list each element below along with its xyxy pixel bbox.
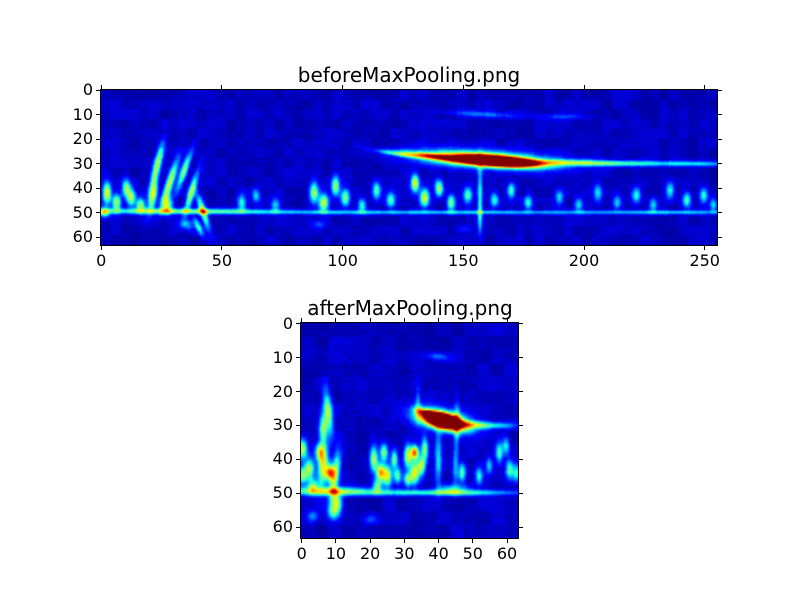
y-tick-mark-right bbox=[718, 89, 722, 91]
y-tick-mark-right bbox=[718, 138, 722, 140]
y-tick-mark bbox=[96, 236, 100, 238]
y-tick-mark-right bbox=[519, 492, 523, 494]
y-tick-label: 10 bbox=[272, 347, 293, 367]
x-tick-label: 50 bbox=[462, 544, 483, 563]
x-tick-mark bbox=[462, 246, 464, 250]
x-tick-label: 40 bbox=[428, 544, 449, 563]
x-tick-mark-top bbox=[438, 318, 440, 322]
y-tick-mark bbox=[296, 357, 300, 359]
x-tick-mark bbox=[100, 246, 102, 250]
y-tick-mark bbox=[296, 424, 300, 426]
x-tick-mark-top bbox=[369, 318, 371, 322]
x-tick-mark-top bbox=[301, 318, 303, 322]
y-tick-label: 0 bbox=[282, 313, 293, 333]
y-tick-mark bbox=[96, 138, 100, 140]
x-tick-label: 50 bbox=[211, 251, 233, 270]
x-tick-mark-top bbox=[403, 318, 405, 322]
y-tick-mark-right bbox=[519, 526, 523, 528]
x-tick-mark-top bbox=[335, 318, 337, 322]
y-tick-label: 60 bbox=[72, 227, 93, 247]
x-tick-mark bbox=[583, 246, 585, 250]
x-tick-label: 100 bbox=[327, 251, 358, 270]
after-maxpooling-heatmap bbox=[300, 322, 519, 539]
x-tick-label: 0 bbox=[296, 544, 307, 563]
x-tick-label: 10 bbox=[325, 544, 347, 563]
y-tick-mark bbox=[296, 391, 300, 392]
x-tick-label: 0 bbox=[96, 251, 107, 270]
y-tick-mark-right bbox=[718, 163, 722, 165]
y-tick-label: 40 bbox=[272, 449, 293, 469]
y-tick-mark bbox=[96, 187, 100, 189]
y-tick-label: 30 bbox=[72, 153, 93, 173]
x-tick-mark-top bbox=[342, 85, 344, 89]
y-tick-mark-right bbox=[519, 391, 523, 392]
y-tick-mark bbox=[296, 323, 300, 325]
x-tick-label: 20 bbox=[359, 544, 381, 563]
x-tick-mark-top bbox=[583, 85, 585, 89]
before-maxpooling-heatmap bbox=[100, 89, 718, 246]
y-tick-mark-right bbox=[519, 458, 523, 460]
x-tick-mark bbox=[335, 539, 337, 543]
y-tick-mark-right bbox=[519, 357, 523, 359]
after-maxpooling-canvas bbox=[301, 323, 518, 538]
y-tick-mark bbox=[296, 492, 300, 494]
before-maxpooling-canvas bbox=[101, 90, 717, 245]
x-tick-mark-top bbox=[221, 85, 223, 89]
before-maxpooling-title: beforeMaxPooling.png bbox=[297, 63, 521, 87]
x-tick-mark bbox=[472, 539, 474, 543]
x-tick-mark bbox=[369, 539, 371, 543]
y-tick-label: 10 bbox=[72, 104, 93, 124]
y-tick-mark bbox=[96, 212, 100, 214]
x-tick-mark-top bbox=[506, 318, 508, 322]
y-tick-label: 60 bbox=[272, 517, 293, 537]
y-tick-mark bbox=[296, 526, 300, 528]
y-tick-mark-right bbox=[519, 323, 523, 325]
x-tick-mark-top bbox=[472, 318, 474, 322]
y-tick-label: 50 bbox=[72, 202, 93, 222]
y-tick-mark bbox=[296, 458, 300, 460]
x-tick-mark bbox=[506, 539, 508, 543]
x-tick-mark-top bbox=[704, 85, 706, 89]
y-tick-label: 30 bbox=[272, 415, 293, 435]
x-tick-label: 250 bbox=[689, 251, 720, 270]
y-tick-label: 50 bbox=[272, 483, 293, 503]
y-tick-mark bbox=[96, 89, 100, 91]
x-tick-label: 200 bbox=[568, 251, 600, 270]
y-tick-mark-right bbox=[718, 212, 722, 214]
y-tick-label: 20 bbox=[72, 129, 93, 149]
y-tick-mark bbox=[96, 114, 100, 116]
y-tick-label: 20 bbox=[272, 381, 293, 401]
x-tick-mark-top bbox=[100, 85, 102, 89]
y-tick-label: 40 bbox=[72, 178, 93, 198]
y-tick-mark-right bbox=[718, 187, 722, 189]
y-tick-mark-right bbox=[718, 236, 722, 238]
after-maxpooling-title: afterMaxPooling.png bbox=[307, 296, 513, 320]
x-tick-label: 60 bbox=[496, 544, 518, 563]
x-tick-mark bbox=[301, 539, 303, 543]
x-tick-mark bbox=[403, 539, 405, 543]
y-tick-label: 0 bbox=[82, 80, 93, 100]
x-tick-mark bbox=[704, 246, 706, 250]
x-tick-label: 150 bbox=[448, 251, 479, 270]
x-tick-mark bbox=[438, 539, 440, 543]
x-tick-label: 30 bbox=[394, 544, 415, 563]
x-tick-mark bbox=[342, 246, 344, 250]
x-tick-mark-top bbox=[462, 85, 464, 89]
y-tick-mark-right bbox=[718, 114, 722, 116]
y-tick-mark-right bbox=[519, 424, 523, 426]
x-tick-mark bbox=[221, 246, 223, 250]
y-tick-mark bbox=[96, 163, 100, 165]
